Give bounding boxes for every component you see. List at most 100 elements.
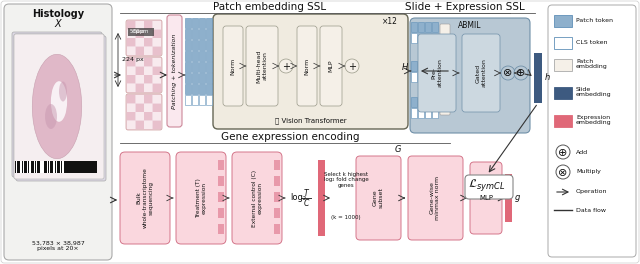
Text: Histology: Histology: [32, 9, 84, 19]
Bar: [199, 51, 205, 61]
Bar: [432, 72, 438, 82]
Ellipse shape: [45, 104, 57, 129]
Bar: [185, 73, 191, 83]
Text: h: h: [545, 73, 550, 82]
Bar: [554, 87, 572, 99]
FancyBboxPatch shape: [126, 94, 162, 130]
Bar: [192, 62, 198, 72]
Bar: [136, 46, 143, 54]
Bar: [206, 95, 212, 105]
Bar: [136, 112, 143, 120]
Bar: [206, 73, 212, 83]
FancyBboxPatch shape: [232, 152, 282, 244]
Text: Treatment (T)
expression: Treatment (T) expression: [196, 178, 206, 218]
Ellipse shape: [51, 81, 67, 122]
Bar: [411, 108, 417, 118]
Bar: [192, 40, 198, 50]
FancyBboxPatch shape: [126, 20, 162, 56]
Bar: [418, 22, 424, 32]
Bar: [505, 174, 512, 222]
Bar: [218, 192, 224, 202]
FancyBboxPatch shape: [14, 34, 104, 179]
Bar: [127, 21, 135, 29]
Circle shape: [556, 145, 570, 159]
Text: Add: Add: [576, 149, 588, 154]
Text: Slide
embedding: Slide embedding: [576, 87, 612, 97]
Text: ⊗: ⊗: [503, 68, 513, 78]
Bar: [411, 33, 417, 43]
Bar: [144, 46, 152, 54]
Text: Data flow: Data flow: [576, 208, 606, 213]
Bar: [418, 108, 424, 118]
Bar: [218, 160, 224, 170]
Bar: [192, 51, 198, 61]
Bar: [199, 29, 205, 39]
Bar: [425, 22, 431, 32]
Bar: [185, 95, 191, 105]
Bar: [144, 30, 152, 37]
Bar: [152, 112, 161, 120]
Bar: [136, 21, 143, 29]
Bar: [425, 72, 431, 82]
Bar: [144, 83, 152, 92]
Bar: [425, 97, 431, 107]
Bar: [432, 108, 438, 118]
Text: $\mathcal{L}_{symCL}$: $\mathcal{L}_{symCL}$: [468, 177, 506, 193]
Bar: [144, 67, 152, 74]
Bar: [136, 38, 143, 46]
Bar: [554, 37, 572, 49]
FancyBboxPatch shape: [297, 26, 317, 106]
Text: Expression
embedding: Expression embedding: [576, 115, 612, 125]
Bar: [274, 208, 280, 218]
Bar: [192, 95, 198, 105]
FancyBboxPatch shape: [440, 99, 450, 115]
Text: ×12: ×12: [382, 17, 398, 26]
FancyBboxPatch shape: [440, 24, 450, 40]
Bar: [185, 29, 191, 39]
Bar: [274, 160, 280, 170]
FancyBboxPatch shape: [12, 32, 102, 177]
Bar: [40, 161, 42, 173]
Bar: [418, 97, 424, 107]
Text: External control (C)
expression: External control (C) expression: [252, 169, 262, 227]
Bar: [274, 192, 280, 202]
Bar: [60, 161, 61, 173]
Text: CLS token: CLS token: [576, 40, 607, 45]
Text: +: +: [282, 62, 290, 72]
Bar: [152, 67, 161, 74]
Bar: [42, 161, 44, 173]
Ellipse shape: [32, 54, 82, 159]
Bar: [152, 75, 161, 83]
Bar: [34, 161, 35, 173]
Bar: [199, 62, 205, 72]
Bar: [425, 61, 431, 71]
Text: Multi-head
attention: Multi-head attention: [257, 49, 268, 83]
Bar: [136, 75, 143, 83]
Bar: [144, 21, 152, 29]
Text: X: X: [54, 19, 61, 29]
FancyBboxPatch shape: [408, 156, 463, 240]
FancyBboxPatch shape: [128, 28, 154, 36]
Bar: [27, 161, 28, 173]
Bar: [152, 83, 161, 92]
Bar: [206, 51, 212, 61]
Bar: [185, 51, 191, 61]
Bar: [127, 75, 135, 83]
Bar: [127, 67, 135, 74]
Bar: [192, 29, 198, 39]
Bar: [53, 161, 54, 173]
Bar: [136, 83, 143, 92]
Bar: [22, 161, 24, 173]
Text: ⊕: ⊕: [558, 148, 568, 158]
Bar: [411, 61, 417, 71]
Text: Select k highest
log₂ fold change
genes: Select k highest log₂ fold change genes: [324, 172, 369, 188]
Circle shape: [279, 59, 293, 73]
Bar: [47, 161, 48, 173]
Bar: [185, 84, 191, 94]
Bar: [136, 30, 143, 37]
Circle shape: [501, 66, 515, 80]
Bar: [144, 58, 152, 66]
Bar: [152, 103, 161, 111]
Text: 53,783 × 38,987
pixels at 20×: 53,783 × 38,987 pixels at 20×: [31, 241, 84, 251]
Text: ⊗: ⊗: [558, 167, 568, 177]
